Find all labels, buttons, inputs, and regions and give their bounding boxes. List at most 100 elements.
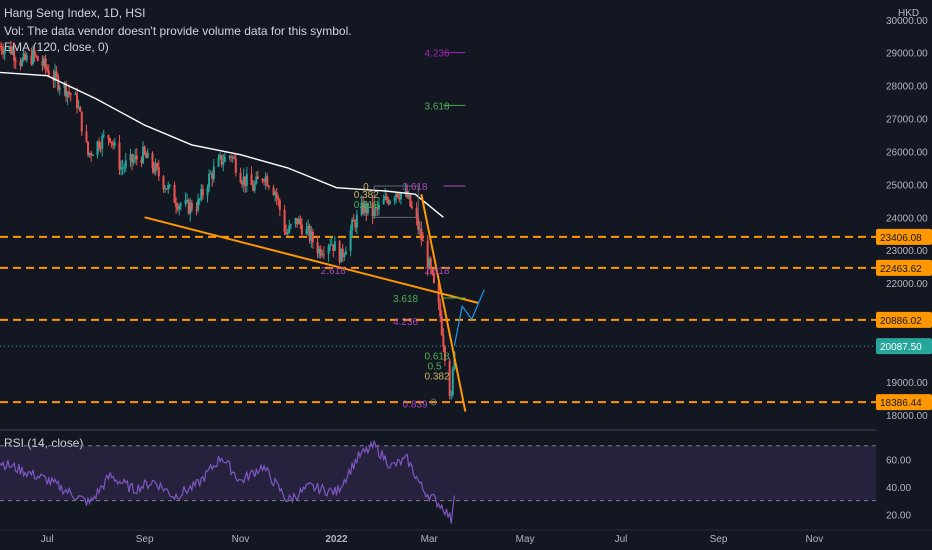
y-tick-label: 26000.00 bbox=[886, 147, 928, 158]
y-tick-label: 22000.00 bbox=[886, 279, 928, 290]
candle-body bbox=[311, 231, 314, 243]
candle-body bbox=[91, 155, 94, 157]
price-level-tag bbox=[876, 311, 932, 328]
candle-body bbox=[299, 218, 302, 225]
projection-path[interactable] bbox=[453, 289, 485, 346]
candle-body bbox=[233, 156, 236, 159]
rsi-legend[interactable]: RSI (14, close) bbox=[4, 436, 84, 450]
candle-body bbox=[25, 55, 28, 60]
candle-body bbox=[96, 141, 99, 156]
candle-body bbox=[21, 59, 24, 66]
candle-body bbox=[43, 58, 46, 66]
candle-body bbox=[134, 155, 137, 160]
candle-body bbox=[330, 244, 333, 246]
fib-box[interactable] bbox=[373, 185, 419, 218]
candle-body bbox=[85, 131, 88, 142]
candle-body bbox=[184, 200, 187, 204]
candle-body bbox=[234, 158, 237, 173]
candle-body bbox=[162, 176, 165, 189]
trendline[interactable] bbox=[144, 216, 479, 304]
candle-body bbox=[363, 203, 366, 213]
candle-body bbox=[239, 172, 242, 183]
candle-body bbox=[341, 248, 344, 258]
fib-label: 3.618 bbox=[393, 294, 418, 305]
candle-body bbox=[294, 218, 297, 225]
last-price-tag bbox=[876, 338, 932, 355]
candle-body bbox=[90, 153, 93, 156]
candle-body bbox=[289, 224, 292, 226]
fib-label: 0.618 bbox=[354, 200, 379, 211]
candle-body bbox=[190, 202, 193, 210]
candle-body bbox=[223, 156, 226, 162]
candle-body bbox=[120, 167, 123, 170]
candle-body bbox=[79, 106, 82, 112]
candle-body bbox=[406, 190, 409, 198]
candle-body bbox=[426, 240, 429, 268]
x-tick-label: 2022 bbox=[325, 534, 348, 545]
candle-body bbox=[307, 226, 310, 229]
price-level-label: 22463.62 bbox=[880, 264, 922, 275]
candle-body bbox=[109, 138, 112, 142]
candle-body bbox=[146, 152, 149, 159]
candle-body bbox=[197, 199, 200, 211]
candle-body bbox=[32, 49, 35, 64]
candle-body bbox=[322, 254, 325, 256]
candle-body bbox=[274, 192, 277, 195]
candle-body bbox=[140, 159, 143, 164]
candle-body bbox=[65, 83, 68, 98]
candle-body bbox=[80, 111, 83, 132]
candle-body bbox=[297, 218, 300, 225]
candle-body bbox=[0, 46, 1, 48]
candle-body bbox=[22, 53, 25, 60]
candle-body bbox=[145, 153, 148, 159]
candle-body bbox=[44, 58, 47, 68]
candle-body bbox=[46, 67, 49, 71]
candle-body bbox=[278, 200, 281, 210]
candle-body bbox=[47, 70, 50, 76]
candle-body bbox=[428, 258, 431, 268]
candle-body bbox=[58, 87, 61, 90]
candle-body bbox=[201, 188, 204, 196]
y-tick-label: 27000.00 bbox=[886, 115, 928, 126]
candle-body bbox=[267, 185, 270, 188]
candle-body bbox=[343, 254, 346, 258]
candle-body bbox=[387, 199, 390, 204]
candle-body bbox=[272, 187, 275, 195]
fib-label: 3.618 bbox=[402, 182, 427, 193]
trendline[interactable] bbox=[420, 194, 467, 412]
candle-body bbox=[10, 46, 13, 54]
x-tick-label: Sep bbox=[136, 534, 154, 545]
candle-body bbox=[129, 154, 132, 161]
ema-line[interactable] bbox=[0, 71, 444, 218]
candle-body bbox=[110, 141, 113, 143]
candle-body bbox=[351, 219, 354, 231]
candle-body bbox=[308, 226, 311, 241]
candle-body bbox=[352, 219, 355, 222]
candle-body bbox=[0, 46, 3, 51]
candle-body bbox=[231, 156, 234, 158]
candle-body bbox=[101, 135, 104, 149]
candle-body bbox=[283, 209, 286, 232]
ema-legend[interactable]: EMA (120, close, 0) bbox=[4, 40, 109, 54]
candle-body bbox=[241, 182, 244, 185]
candle-body bbox=[244, 176, 247, 187]
rsi-line[interactable] bbox=[0, 440, 455, 524]
candle-body bbox=[121, 167, 124, 169]
rsi-tick-label: 60.00 bbox=[886, 455, 911, 466]
candle-body bbox=[3, 48, 6, 54]
candle-body bbox=[355, 214, 358, 228]
y-tick-label: 19000.00 bbox=[886, 378, 928, 389]
candle-body bbox=[176, 206, 179, 210]
candle-body bbox=[366, 202, 369, 214]
candle-body bbox=[415, 207, 418, 219]
candle-body bbox=[151, 152, 154, 168]
symbol-title[interactable]: Hang Seng Index, 1D, HSI bbox=[4, 6, 146, 20]
candle-body bbox=[362, 202, 365, 213]
candle-body bbox=[264, 176, 267, 182]
candle-body bbox=[11, 50, 14, 54]
candle-body bbox=[376, 208, 379, 210]
candle-body bbox=[63, 83, 66, 88]
price-level-label: 18386.44 bbox=[880, 398, 922, 409]
price-level-label: 23406.08 bbox=[880, 233, 922, 244]
